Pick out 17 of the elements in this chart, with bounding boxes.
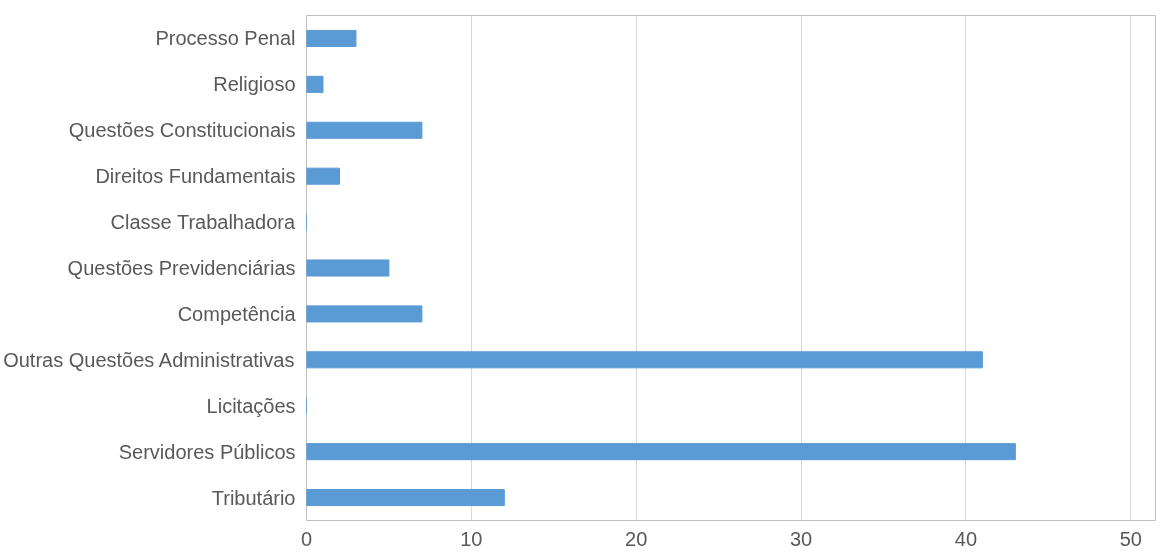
x-tick-label: 40 xyxy=(954,527,978,550)
x-tick-label: 20 xyxy=(625,527,648,550)
x-tick-label: 30 xyxy=(789,527,813,550)
y-tick-label: Religioso xyxy=(213,73,296,96)
y-tick-label: Servidores Públicos xyxy=(118,440,296,463)
y-tick-label: Competência xyxy=(177,302,297,325)
x-tick-label: 50 xyxy=(1119,527,1142,550)
y-tick-label: Direitos Fundamentais xyxy=(95,165,296,188)
y-tick-label: Licitações xyxy=(206,394,296,417)
y-tick-label: Questões Previdenciárias xyxy=(67,257,296,279)
y-tick-label: Classe Trabalhadora xyxy=(110,211,297,234)
x-tick-label: 0 xyxy=(300,527,313,550)
y-tick-label: Tributário xyxy=(211,486,296,509)
y-tick-label: Questões Constitucionais xyxy=(68,119,296,142)
x-tick-label: 10 xyxy=(460,527,483,550)
y-tick-label: Outras Questões Administrativas xyxy=(3,348,295,371)
y-tick-label: Processo Penal xyxy=(155,27,296,50)
